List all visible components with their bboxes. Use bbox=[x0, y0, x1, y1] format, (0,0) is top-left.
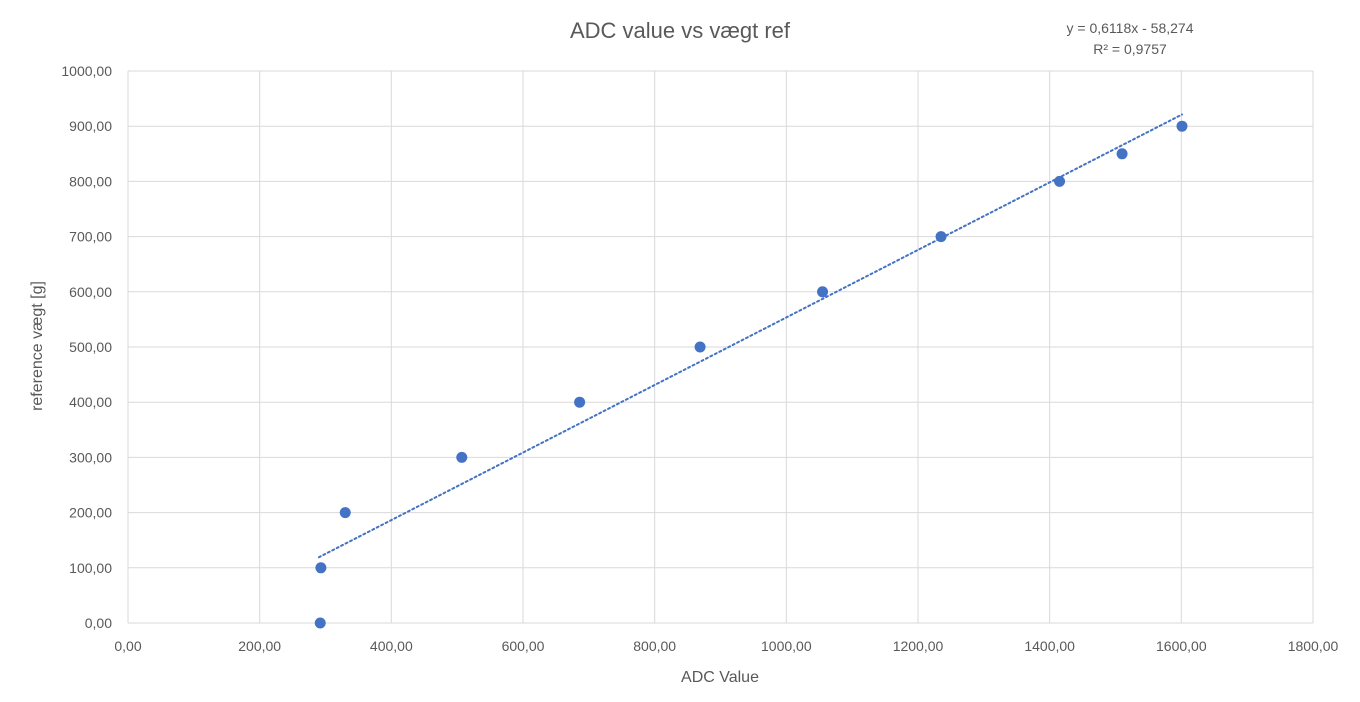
data-point bbox=[1176, 120, 1188, 132]
data-point bbox=[817, 286, 829, 298]
data-point bbox=[456, 451, 468, 463]
x-tick-label: 200,00 bbox=[238, 638, 281, 654]
y-tick-label: 500,00 bbox=[69, 339, 112, 355]
data-point bbox=[1116, 148, 1128, 160]
x-tick-label: 400,00 bbox=[370, 638, 413, 654]
data-point bbox=[314, 617, 326, 629]
y-tick-label: 400,00 bbox=[69, 394, 112, 410]
x-tick-label: 800,00 bbox=[633, 638, 676, 654]
x-axis-title: ADC Value bbox=[681, 669, 759, 686]
y-tick-label: 0,00 bbox=[85, 615, 112, 631]
y-tick-label: 100,00 bbox=[69, 560, 112, 576]
data-point bbox=[315, 562, 327, 574]
x-tick-label: 1200,00 bbox=[893, 638, 944, 654]
data-point bbox=[935, 231, 947, 243]
trendline-equation: y = 0,6118x - 58,274 bbox=[1067, 20, 1194, 36]
data-point bbox=[574, 396, 586, 408]
data-point bbox=[339, 507, 351, 519]
y-tick-label: 900,00 bbox=[69, 118, 112, 134]
x-tick-label: 1000,00 bbox=[761, 638, 812, 654]
x-tick-label: 1800,00 bbox=[1288, 638, 1339, 654]
data-point bbox=[694, 341, 706, 353]
chart-title: ADC value vs vægt ref bbox=[570, 18, 791, 43]
data-point bbox=[1054, 175, 1066, 187]
y-tick-label: 1000,00 bbox=[61, 63, 112, 79]
y-tick-label: 600,00 bbox=[69, 284, 112, 300]
x-tick-label: 600,00 bbox=[502, 638, 545, 654]
y-tick-label: 700,00 bbox=[69, 229, 112, 245]
x-tick-label: 0,00 bbox=[114, 638, 141, 654]
data-points bbox=[314, 120, 1188, 629]
trendline-r-squared: R² = 0,9757 bbox=[1093, 41, 1167, 57]
y-tick-label: 800,00 bbox=[69, 173, 112, 189]
y-tick-label: 300,00 bbox=[69, 449, 112, 465]
x-tick-label: 1400,00 bbox=[1024, 638, 1075, 654]
trendline bbox=[317, 113, 1183, 559]
trendline-group bbox=[317, 113, 1183, 559]
tick-labels: 0,00 200,00 400,00 600,00 800,00 1000,00 1200,… bbox=[61, 63, 1338, 654]
x-tick-label: 1600,00 bbox=[1156, 638, 1207, 654]
y-axis-title: reference vægt [g] bbox=[29, 281, 46, 411]
y-tick-label: 200,00 bbox=[69, 505, 112, 521]
